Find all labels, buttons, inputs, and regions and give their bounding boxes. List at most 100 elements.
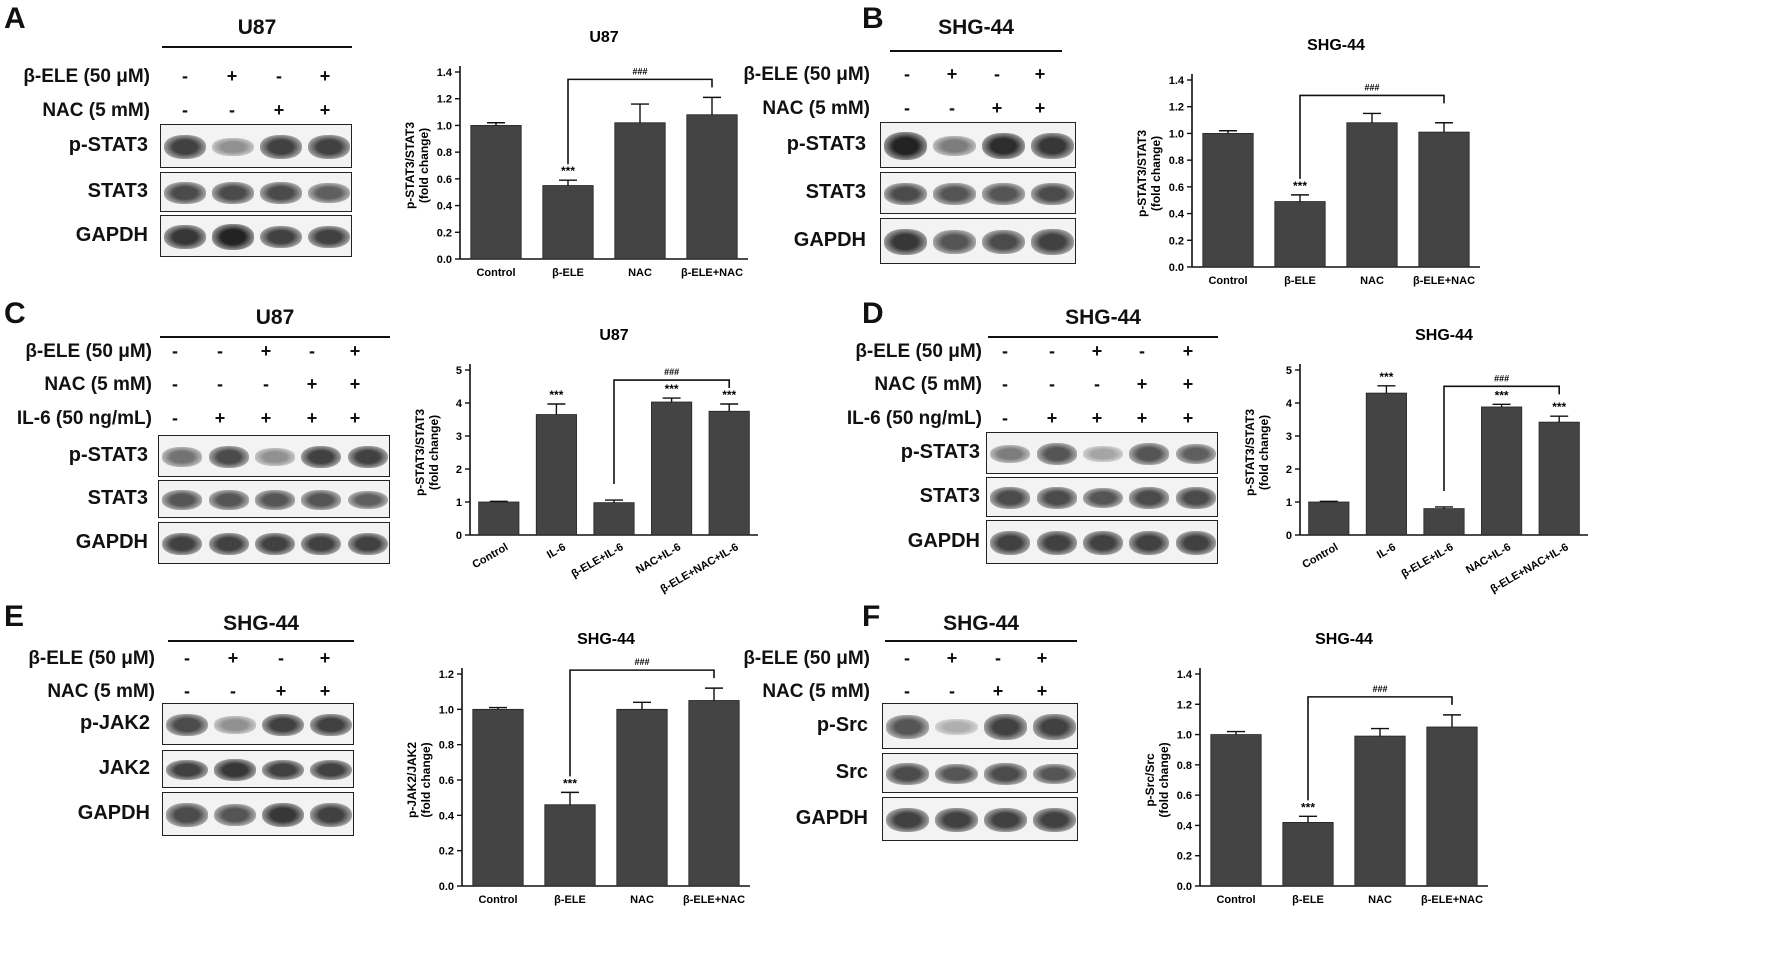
protein-band bbox=[1033, 807, 1076, 833]
x-tick-label: β-ELE bbox=[1292, 894, 1324, 906]
x-tick-label: NAC bbox=[630, 894, 654, 906]
x-tick-label: IL-6 bbox=[545, 541, 568, 561]
y-tick-label: 0.2 bbox=[437, 227, 452, 239]
protein-band bbox=[884, 229, 927, 255]
protein-band bbox=[886, 763, 929, 785]
y-tick-label: 0.6 bbox=[1177, 790, 1192, 802]
protein-band bbox=[310, 713, 352, 737]
y-tick-label: 1 bbox=[456, 497, 462, 509]
blot-label: GAPDH bbox=[907, 530, 980, 552]
bar-chart: U87 p-STAT3/STAT3(fold change) 0 1 2 3 4 5 Contr… bbox=[413, 327, 758, 596]
protein-band bbox=[982, 183, 1025, 205]
panel-letter: F bbox=[862, 600, 881, 633]
protein-band bbox=[347, 490, 388, 510]
x-tick-label: Control bbox=[1208, 275, 1247, 287]
protein-band bbox=[214, 716, 256, 734]
y-tick-label: 1.2 bbox=[1177, 699, 1192, 711]
treatment-sign: + bbox=[349, 374, 361, 394]
protein-band bbox=[1036, 530, 1077, 556]
y-tick-label: 0.8 bbox=[439, 740, 454, 752]
protein-band bbox=[1129, 443, 1170, 465]
treatment-label: β-ELE (50 μM) bbox=[23, 66, 150, 87]
western-blot-strip bbox=[162, 792, 354, 836]
treatment-sign: - bbox=[217, 374, 223, 394]
y-tick-label: 1.4 bbox=[437, 67, 453, 79]
treatment-sign: + bbox=[214, 408, 226, 428]
treatment-sign: + bbox=[260, 408, 272, 428]
y-tick-label: 2 bbox=[1286, 464, 1292, 476]
bar-chart: U87 p-STAT3/STAT3(fold change) 0.0 0.2 0.4 0.… bbox=[403, 29, 748, 279]
cell-line-underline bbox=[988, 336, 1218, 338]
bracket-significance-label: ### bbox=[632, 66, 647, 76]
treatment-label: IL-6 (50 ng/mL) bbox=[16, 408, 152, 429]
treatment-sign: + bbox=[1136, 374, 1148, 394]
x-tick-label: β-ELE+NAC bbox=[1413, 275, 1475, 287]
treatment-sign: + bbox=[226, 66, 238, 86]
bar bbox=[1481, 406, 1523, 536]
x-tick-label: NAC bbox=[1360, 275, 1384, 287]
treatment-sign: + bbox=[1034, 98, 1046, 118]
y-tick-label: 1.4 bbox=[1177, 669, 1193, 681]
treatment-sign: + bbox=[319, 648, 331, 668]
panel-letter: A bbox=[4, 2, 26, 35]
treatment-sign: - bbox=[1094, 374, 1100, 394]
treatment-sign: - bbox=[172, 374, 178, 394]
protein-band bbox=[310, 802, 352, 828]
protein-band bbox=[310, 759, 352, 781]
treatment-label: β-ELE (50 μM) bbox=[743, 648, 870, 669]
y-tick-label: 0.8 bbox=[1169, 155, 1184, 167]
x-tick-label: β-ELE+IL-6 bbox=[1399, 541, 1455, 580]
western-blot-strip bbox=[158, 435, 390, 477]
western-blot-strip bbox=[882, 703, 1078, 749]
y-tick-label: 0.0 bbox=[1169, 262, 1184, 274]
x-tick-label: IL-6 bbox=[1375, 541, 1398, 561]
treatment-sign: + bbox=[1136, 408, 1148, 428]
y-axis-label: p-Src/Src(fold change) bbox=[1143, 742, 1171, 817]
x-tick-label: β-ELE bbox=[552, 267, 584, 279]
treatment-sign: + bbox=[349, 408, 361, 428]
y-axis-label: p-JAK2/JAK2(fold change) bbox=[405, 742, 433, 818]
protein-band bbox=[1031, 182, 1074, 206]
bar bbox=[614, 122, 666, 260]
bar bbox=[651, 401, 693, 536]
western-blot-strip bbox=[158, 522, 390, 564]
treatment-sign: - bbox=[230, 681, 236, 701]
y-tick-label: 0.4 bbox=[1177, 820, 1193, 832]
western-blot-strip bbox=[162, 703, 354, 745]
protein-band bbox=[208, 532, 249, 556]
blot-label: GAPDH bbox=[795, 807, 868, 829]
bar bbox=[1274, 201, 1326, 268]
bar bbox=[1210, 734, 1262, 887]
y-axis-label-line: p-STAT3/STAT3 bbox=[1135, 130, 1149, 217]
blot-label: Src bbox=[835, 761, 868, 783]
protein-band bbox=[308, 183, 350, 203]
bar bbox=[1308, 501, 1350, 536]
x-tick-label: NAC bbox=[628, 267, 652, 279]
protein-band bbox=[1129, 530, 1170, 556]
treatment-sign: + bbox=[319, 100, 331, 120]
bracket-significance-label: ### bbox=[1372, 684, 1387, 694]
y-axis-label-line: (fold change) bbox=[417, 128, 431, 203]
treatment-sign: - bbox=[904, 98, 910, 118]
treatment-sign: - bbox=[182, 100, 188, 120]
protein-band bbox=[984, 807, 1027, 833]
protein-band bbox=[255, 490, 295, 510]
y-axis-label-line: p-Src/Src bbox=[1143, 753, 1157, 807]
y-tick-label: 0.6 bbox=[437, 174, 452, 186]
protein-band bbox=[1083, 487, 1123, 509]
treatment-sign: - bbox=[904, 648, 910, 668]
y-tick-label: 5 bbox=[1286, 365, 1292, 377]
cell-line-underline bbox=[160, 336, 390, 338]
protein-band bbox=[208, 445, 249, 469]
treatment-sign: - bbox=[949, 98, 955, 118]
significance-label: *** bbox=[549, 388, 563, 402]
protein-band bbox=[255, 448, 295, 466]
treatment-sign: + bbox=[992, 681, 1004, 701]
y-axis-label-line: (fold change) bbox=[1149, 136, 1163, 211]
significance-label: *** bbox=[1495, 388, 1509, 402]
protein-band bbox=[260, 134, 302, 160]
y-tick-label: 4 bbox=[1286, 398, 1293, 410]
treatment-sign: - bbox=[276, 66, 282, 86]
y-axis-label: p-STAT3/STAT3(fold change) bbox=[403, 122, 431, 209]
cell-line-label: U87 bbox=[237, 16, 277, 39]
